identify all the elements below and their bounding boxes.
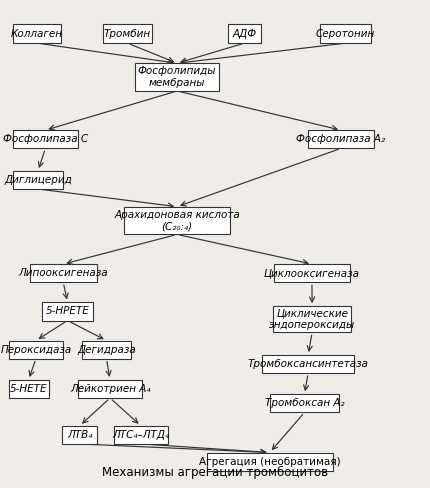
FancyBboxPatch shape — [270, 394, 339, 412]
Text: Тромбин: Тромбин — [104, 29, 151, 39]
Text: Дегидраза: Дегидраза — [77, 345, 136, 355]
FancyBboxPatch shape — [273, 306, 351, 332]
Text: Лейкотриен А₄: Лейкотриен А₄ — [70, 384, 150, 394]
FancyBboxPatch shape — [308, 130, 374, 148]
FancyBboxPatch shape — [42, 303, 93, 321]
FancyBboxPatch shape — [30, 264, 97, 282]
FancyBboxPatch shape — [78, 380, 142, 398]
Text: Фосфолипаза С: Фосфолипаза С — [3, 134, 88, 144]
FancyBboxPatch shape — [320, 24, 371, 43]
Text: АДФ: АДФ — [233, 29, 257, 39]
Text: ЛТВ₄: ЛТВ₄ — [67, 430, 92, 440]
Text: Циклооксигеназа: Циклооксигеназа — [264, 268, 360, 278]
FancyBboxPatch shape — [13, 24, 61, 43]
Text: Липооксигеназа: Липооксигеназа — [18, 268, 108, 278]
Text: Арахидоновая кислота
(С₂₀:₄): Арахидоновая кислота (С₂₀:₄) — [114, 210, 240, 231]
FancyBboxPatch shape — [9, 341, 63, 359]
FancyBboxPatch shape — [13, 130, 78, 148]
Text: Тромбоксан А₂: Тромбоксан А₂ — [265, 398, 344, 408]
Text: Тромбоксансинтетаза: Тромбоксансинтетаза — [248, 359, 369, 369]
Text: Циклические
эндопероксиды: Циклические эндопероксиды — [269, 309, 355, 330]
Text: 5-НРЕТЕ: 5-НРЕТЕ — [46, 306, 89, 316]
Text: Фосфолипиды
мембраны: Фосфолипиды мембраны — [138, 66, 216, 88]
FancyBboxPatch shape — [135, 63, 219, 91]
FancyBboxPatch shape — [262, 355, 354, 373]
FancyBboxPatch shape — [274, 264, 350, 282]
Text: Серотонин: Серотонин — [316, 29, 375, 39]
FancyBboxPatch shape — [206, 452, 333, 471]
Text: Пероксидаза: Пероксидаза — [0, 345, 71, 355]
Text: Агрегация (необратимая): Агрегация (необратимая) — [199, 457, 341, 467]
FancyBboxPatch shape — [9, 380, 49, 398]
Text: Диглицерид: Диглицерид — [4, 175, 72, 185]
Text: Механизмы агрегации тромбоцитов: Механизмы агрегации тромбоцитов — [102, 466, 328, 479]
FancyBboxPatch shape — [114, 426, 168, 444]
Text: ЛТС₄–ЛТД₄: ЛТС₄–ЛТД₄ — [112, 430, 169, 440]
FancyBboxPatch shape — [62, 426, 97, 444]
Text: Фосфолипаза А₂: Фосфолипаза А₂ — [296, 134, 386, 144]
FancyBboxPatch shape — [227, 24, 261, 43]
FancyBboxPatch shape — [124, 207, 230, 234]
Text: Коллаген: Коллаген — [11, 29, 63, 39]
FancyBboxPatch shape — [103, 24, 152, 43]
Text: 5-НЕТЕ: 5-НЕТЕ — [10, 384, 47, 394]
FancyBboxPatch shape — [13, 171, 63, 189]
FancyBboxPatch shape — [82, 341, 131, 359]
